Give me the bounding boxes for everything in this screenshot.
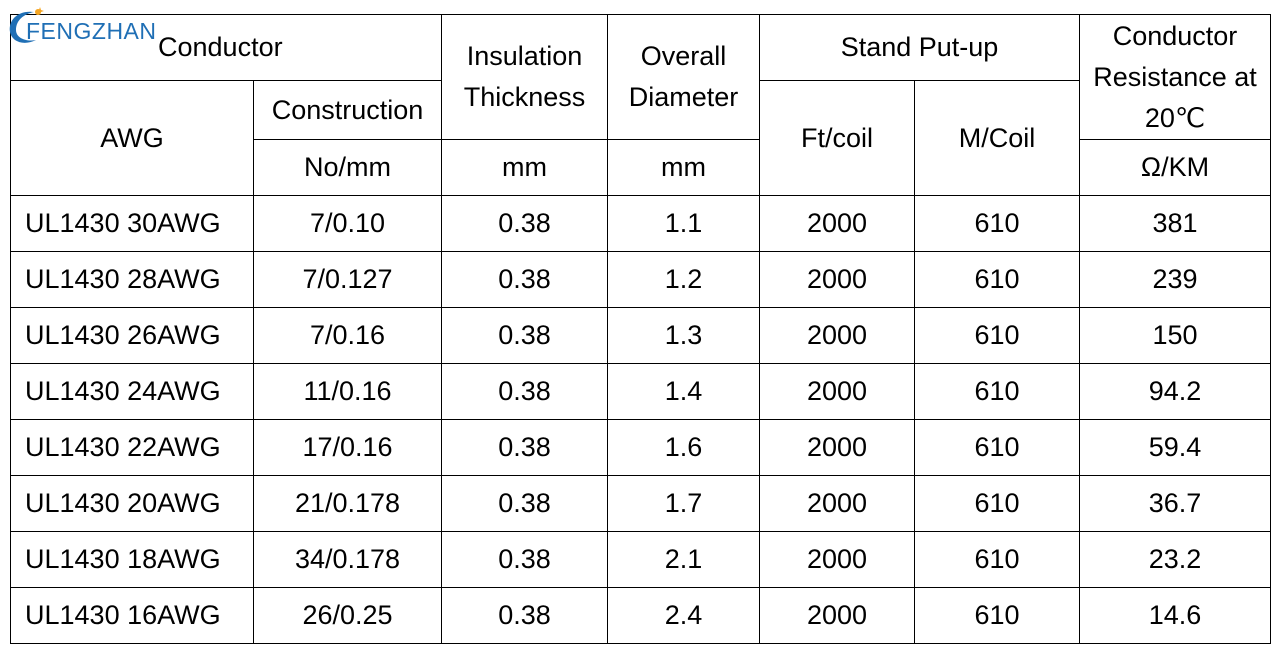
table-row: UL1430 18AWG 34/0.178 0.38 2.1 2000 610 23.2 [10, 531, 1272, 588]
cell-insulation: 0.38 [441, 419, 609, 476]
spec-table: Conductor Insulation Thickness Overall D… [9, 14, 1272, 644]
cell-ftcoil: 2000 [759, 587, 916, 644]
cell-diameter: 1.1 [607, 195, 761, 252]
cell-mcoil: 610 [914, 419, 1081, 476]
fengzhan-logo: FENGZHAN [4, 6, 164, 50]
cell-mcoil: 610 [914, 195, 1081, 252]
cell-diameter: 1.4 [607, 363, 761, 420]
cell-construction: 7/0.10 [252, 195, 443, 252]
cell-resistance: 381 [1079, 195, 1272, 252]
table-row: UL1430 20AWG 21/0.178 0.38 1.7 2000 610 36.7 [10, 475, 1272, 532]
table-row: UL1430 28AWG 7/0.127 0.38 1.2 2000 610 239 [10, 251, 1272, 308]
overall-header-line2: Diameter [628, 82, 739, 112]
cell-resistance: 23.2 [1079, 531, 1272, 588]
cell-insulation: 0.38 [441, 307, 609, 364]
table-row: UL1430 16AWG 26/0.25 0.38 2.4 2000 610 14.6 [10, 587, 1272, 644]
cell-awg: UL1430 26AWG [10, 307, 254, 364]
logo-swoosh-icon [9, 7, 44, 43]
cell-construction: 21/0.178 [252, 475, 443, 532]
stand-putup-header: Stand Put-up [759, 14, 1081, 81]
cell-resistance: 239 [1079, 251, 1272, 308]
cell-insulation: 0.38 [441, 251, 609, 308]
cell-resistance: 14.6 [1079, 587, 1272, 644]
cell-resistance: 150 [1079, 307, 1272, 364]
cell-diameter: 1.3 [607, 307, 761, 364]
cell-awg: UL1430 22AWG [10, 419, 254, 476]
cell-construction: 7/0.127 [252, 251, 443, 308]
resistance-header: Conductor Resistance at 20℃ [1079, 14, 1272, 140]
cell-ftcoil: 2000 [759, 307, 916, 364]
cell-mcoil: 610 [914, 251, 1081, 308]
conductor-header: Conductor [9, 14, 443, 81]
insulation-unit: mm [441, 139, 609, 196]
cell-diameter: 2.4 [607, 587, 761, 644]
cell-ftcoil: 2000 [759, 195, 916, 252]
cell-construction: 17/0.16 [252, 419, 443, 476]
cell-insulation: 0.38 [441, 587, 609, 644]
cell-awg: UL1430 18AWG [10, 531, 254, 588]
insulation-header: Insulation Thickness [441, 14, 609, 140]
cell-diameter: 1.7 [607, 475, 761, 532]
cell-resistance: 59.4 [1079, 419, 1272, 476]
construction-unit: No/mm [252, 139, 443, 196]
cell-ftcoil: 2000 [759, 531, 916, 588]
cell-construction: 7/0.16 [252, 307, 443, 364]
cell-awg: UL1430 20AWG [10, 475, 254, 532]
cell-insulation: 0.38 [441, 475, 609, 532]
cell-insulation: 0.38 [441, 531, 609, 588]
cell-mcoil: 610 [914, 307, 1081, 364]
cell-diameter: 1.6 [607, 419, 761, 476]
cell-mcoil: 610 [914, 587, 1081, 644]
table-row: UL1430 30AWG 7/0.10 0.38 1.1 2000 610 381 [10, 195, 1272, 252]
cell-ftcoil: 2000 [759, 251, 916, 308]
overall-unit: mm [607, 139, 761, 196]
cell-construction: 34/0.178 [252, 531, 443, 588]
cell-insulation: 0.38 [441, 363, 609, 420]
table-row: UL1430 26AWG 7/0.16 0.38 1.3 2000 610 150 [10, 307, 1272, 364]
cell-mcoil: 610 [914, 475, 1081, 532]
cell-resistance: 94.2 [1079, 363, 1272, 420]
cell-mcoil: 610 [914, 363, 1081, 420]
table-row: UL1430 24AWG 11/0.16 0.38 1.4 2000 610 94.2 [10, 363, 1272, 420]
awg-header: AWG [10, 80, 254, 196]
resistance-unit: Ω/KM [1079, 139, 1272, 196]
cell-construction: 11/0.16 [252, 363, 443, 420]
insulation-header-line1: Insulation [466, 41, 583, 71]
cell-awg: UL1430 16AWG [10, 587, 254, 644]
cell-resistance: 36.7 [1079, 475, 1272, 532]
cell-construction: 26/0.25 [252, 587, 443, 644]
resistance-header-line3: 20℃ [1144, 102, 1206, 133]
cell-ftcoil: 2000 [759, 363, 916, 420]
construction-header: Construction [252, 80, 443, 140]
resistance-header-line1: Conductor [1112, 20, 1238, 51]
cell-diameter: 1.2 [607, 251, 761, 308]
logo-text: FENGZHAN [26, 18, 157, 44]
table-row: UL1430 22AWG 17/0.16 0.38 1.6 2000 610 59.4 [10, 419, 1272, 476]
overall-diameter-header: Overall Diameter [607, 14, 761, 140]
cell-ftcoil: 2000 [759, 475, 916, 532]
resistance-header-line2: Resistance at [1093, 61, 1257, 92]
mcoil-header: M/Coil [914, 80, 1081, 196]
cell-awg: UL1430 24AWG [10, 363, 254, 420]
cell-awg: UL1430 28AWG [10, 251, 254, 308]
cell-diameter: 2.1 [607, 531, 761, 588]
cell-awg: UL1430 30AWG [10, 195, 254, 252]
cell-insulation: 0.38 [441, 195, 609, 252]
overall-header-line1: Overall [640, 41, 727, 71]
cell-ftcoil: 2000 [759, 419, 916, 476]
ftcoil-header: Ft/coil [759, 80, 916, 196]
cell-mcoil: 610 [914, 531, 1081, 588]
insulation-header-line2: Thickness [463, 82, 586, 112]
